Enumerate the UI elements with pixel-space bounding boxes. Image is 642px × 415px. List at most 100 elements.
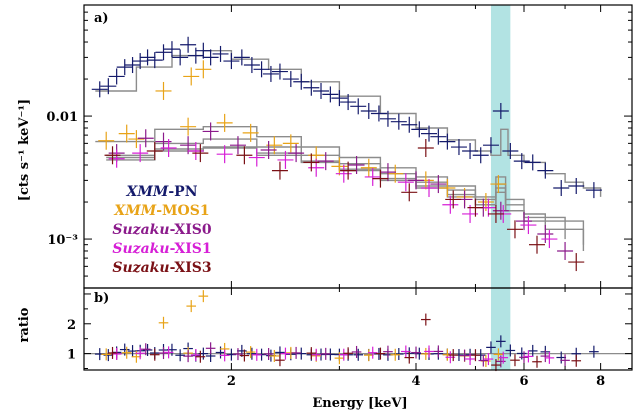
- data-point-s0-6: [139, 49, 156, 66]
- data-point-s2-12: [430, 175, 447, 194]
- data-point-s1-7: [216, 113, 233, 132]
- ratio-point-s1-6: [198, 290, 209, 303]
- data-points-layer: [91, 36, 602, 272]
- ratio-point-s2-14: [478, 354, 489, 367]
- legend-mission-1: XMM: [113, 203, 156, 219]
- data-point-s1-1: [118, 124, 135, 143]
- data-point-s0-14: [202, 49, 219, 66]
- ratio-point-s0-17: [237, 344, 247, 357]
- data-point-s2-17: [537, 224, 554, 243]
- data-point-s1-16: [439, 179, 456, 198]
- ratio-point-s2-7: [291, 346, 301, 359]
- ratio-point-s2-17: [540, 350, 551, 363]
- ratio-point-s0-43: [496, 335, 506, 348]
- data-point-s1-12: [331, 157, 348, 176]
- ratio-point-s4-15: [571, 354, 582, 367]
- data-point-s0-33: [390, 113, 407, 130]
- x-tick-label-4: 4: [411, 374, 420, 389]
- data-point-s0-21: [271, 63, 288, 80]
- data-point-s2-5: [229, 136, 246, 155]
- data-point-s0-25: [313, 82, 330, 99]
- data-point-s0-35: [411, 121, 428, 138]
- ratio-point-s4-9: [421, 313, 431, 326]
- ratio-point-s0-26: [325, 348, 336, 361]
- data-point-s0-0: [91, 81, 108, 98]
- legend-instrument-2: -XIS0: [170, 222, 212, 238]
- data-point-s0-37: [430, 128, 447, 145]
- ratio-point-s2-11: [411, 346, 421, 359]
- data-point-s0-47: [537, 162, 554, 179]
- data-point-s4-8: [401, 183, 418, 202]
- ratio-point-s1-5: [186, 300, 197, 313]
- ratio-point-s1-14: [390, 348, 401, 361]
- legend-mission-0: XMM: [126, 184, 169, 200]
- data-point-s4-7: [372, 169, 389, 188]
- ratio-point-s0-1: [103, 349, 114, 362]
- legend-entry-xmm-mos1: XMM-MOS1: [113, 203, 209, 219]
- data-point-s0-50: [585, 182, 602, 199]
- data-point-s0-43: [492, 102, 509, 119]
- data-point-s0-4: [124, 57, 141, 74]
- ratio-point-s2-6: [263, 348, 274, 361]
- ratio-point-s2-12: [433, 345, 444, 358]
- data-point-s3-17: [541, 230, 558, 249]
- bottom-panel-frame: [83, 287, 633, 371]
- y-axis-label-top: [cts s⁻¹ keV⁻¹]: [17, 99, 32, 201]
- ratio-point-s0-50: [589, 345, 599, 358]
- data-point-s0-7: [146, 52, 163, 69]
- ratio-point-s0-10: [175, 349, 185, 362]
- data-point-s4-12: [487, 204, 504, 223]
- legend-mission-3: Suzaku: [112, 241, 169, 257]
- data-point-s3-6: [277, 150, 294, 169]
- ratio-point-s1-3: [158, 316, 169, 329]
- data-point-s0-41: [472, 147, 489, 164]
- data-point-s0-30: [360, 102, 377, 119]
- ratio-point-s4-1: [149, 348, 160, 361]
- ratio-point-s3-7: [311, 348, 322, 361]
- ratio-point-s0-48: [556, 351, 567, 364]
- ratio-point-s4-6: [343, 347, 353, 360]
- legend: XMM-PN XMM-MOS1 Suzaku-XIS0 Suzaku-XIS1 …: [112, 184, 212, 276]
- x-tick-label-8: 8: [596, 374, 605, 389]
- data-point-s0-8: [155, 44, 172, 61]
- ratio-point-s2-3: [183, 350, 193, 363]
- data-point-s0-9: [163, 41, 180, 58]
- data-point-s2-8: [317, 152, 334, 171]
- data-point-s1-10: [282, 134, 299, 153]
- data-point-s0-22: [282, 71, 299, 88]
- ratio-point-s2-13: [459, 349, 470, 362]
- ratio-point-s3-8: [338, 348, 349, 361]
- x-tick-label-2: 2: [227, 374, 236, 389]
- data-point-s3-4: [216, 145, 233, 164]
- data-point-s1-3: [155, 81, 172, 100]
- data-point-s4-6: [340, 161, 357, 180]
- data-point-s2-9: [348, 156, 365, 175]
- legend-instrument-3: -XIS1: [170, 241, 212, 257]
- data-point-s3-1: [132, 144, 149, 163]
- ratio-point-s3-0: [111, 347, 122, 360]
- y-tick-label-ratio-0: 1: [67, 348, 76, 363]
- ratio-point-s4-4: [275, 354, 285, 367]
- data-point-s2-6: [260, 140, 277, 159]
- ratio-point-s0-46: [527, 344, 538, 357]
- ratio-point-s0-18: [247, 347, 257, 360]
- data-point-s0-44: [502, 142, 519, 159]
- data-point-s4-3: [236, 146, 253, 165]
- data-point-s1-13: [360, 158, 377, 177]
- data-point-s0-24: [303, 79, 320, 96]
- data-point-s0-2: [108, 68, 125, 85]
- data-point-s0-46: [524, 154, 541, 171]
- data-point-s4-15: [568, 253, 585, 272]
- ratio-point-s3-6: [280, 347, 291, 360]
- data-point-s1-19: [490, 175, 507, 194]
- legend-entry-xmm-pn: XMM-PN: [126, 184, 198, 200]
- data-point-s1-8: [242, 123, 259, 142]
- data-point-s0-20: [262, 65, 279, 82]
- data-point-s0-49: [568, 178, 585, 195]
- data-point-s1-0: [98, 131, 115, 150]
- data-point-s2-16: [516, 212, 532, 231]
- y-tick-label-ratio-1: 2: [67, 318, 76, 333]
- ratio-point-s3-9: [367, 346, 378, 359]
- data-point-s0-28: [340, 94, 357, 111]
